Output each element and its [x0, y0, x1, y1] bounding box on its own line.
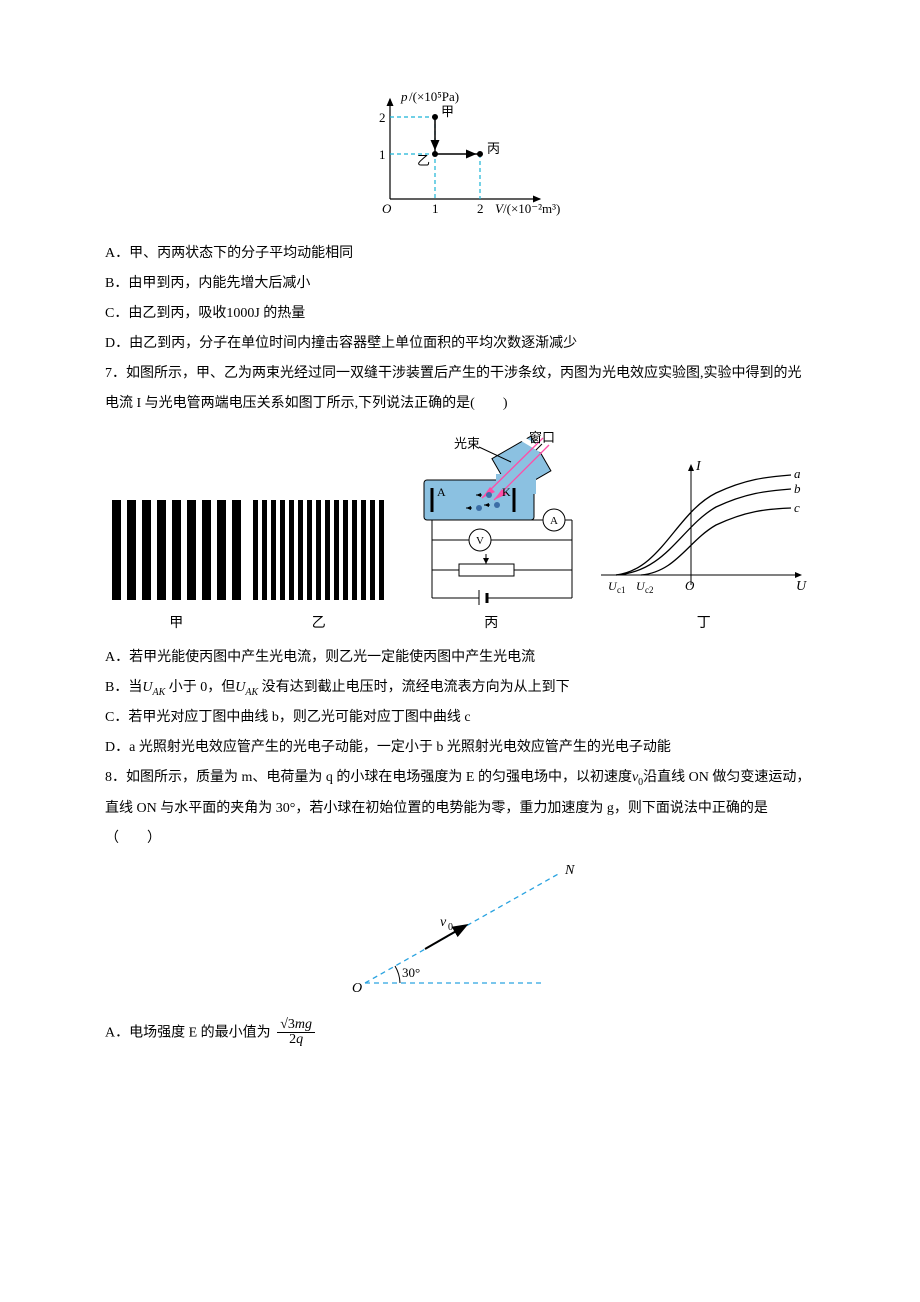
svg-text:V: V — [476, 535, 484, 547]
figure-q8: O N 30° v 0 — [105, 858, 815, 1008]
svg-text:U: U — [796, 579, 807, 594]
q7-option-d: D．a 光照射光电效应管产生的光电子动能，一定小于 b 光照射光电效应管产生的光… — [105, 733, 815, 763]
svg-text:丙: 丙 — [487, 141, 500, 156]
q7-a-text: 若甲光能使丙图中产生光电流，则乙光一定能使丙图中产生光电流 — [129, 650, 535, 665]
q6-option-a: A．甲、丙两状态下的分子平均动能相同 — [105, 239, 815, 269]
svg-text:30°: 30° — [402, 965, 420, 980]
q8-option-a: A．电场强度 E 的最小值为 √3mg 2q — [105, 1018, 815, 1049]
q6-option-c: C．由乙到丙，吸收1000J 的热量 — [105, 299, 815, 329]
figure-circuit-bing: A K 光束 窗口 A V — [394, 430, 589, 639]
q6-d-text: 由乙到丙，分子在单位时间内撞击容器壁上单位面积的平均次数逐渐减少 — [129, 336, 577, 351]
svg-text:v: v — [440, 915, 447, 930]
svg-text:a: a — [794, 466, 801, 481]
svg-text:乙: 乙 — [417, 153, 430, 168]
svg-text:/(×10⁻²m³): /(×10⁻²m³) — [503, 201, 560, 216]
q7-d-text: a 光照射光电效应管产生的光电子动能，一定小于 b 光照射光电效应管产生的光电子… — [129, 740, 671, 755]
svg-text:K: K — [502, 485, 511, 499]
fig-label-bing: 丙 — [484, 609, 498, 639]
svg-text:p: p — [400, 89, 408, 104]
svg-text:2: 2 — [477, 201, 484, 216]
q6-b-text: 由甲到丙，内能先增大后减小 — [128, 276, 310, 291]
svg-text:b: b — [794, 481, 801, 496]
q7-option-b: B．当UAK 小于 0，但UAK 没有达到截止电压时，流经电流表方向为从上到下 — [105, 673, 815, 703]
svg-text:N: N — [564, 863, 575, 878]
svg-text:c2: c2 — [645, 585, 654, 595]
fraction-emin: √3mg 2q — [277, 1018, 315, 1048]
svg-text:/(×10⁵Pa): /(×10⁵Pa) — [409, 89, 459, 104]
svg-text:c1: c1 — [617, 585, 626, 595]
svg-text:O: O — [352, 981, 362, 996]
fig-label-ding: 丁 — [697, 609, 711, 639]
q7-c-text: 若甲光对应丁图中曲线 b，则乙光可能对应丁图中曲线 c — [128, 710, 470, 725]
q7-option-a: A．若甲光能使丙图中产生光电流，则乙光一定能使丙图中产生光电流 — [105, 643, 815, 673]
svg-text:1: 1 — [379, 147, 386, 162]
figure-pv-chart: 1 2 1 2 O p /(×10⁵Pa) V /(×10⁻²m³) 甲 乙 丙 — [105, 89, 815, 229]
fig-label-yi: 乙 — [312, 609, 326, 639]
figure-fringe-jia: 甲 — [109, 495, 244, 639]
svg-text:光束: 光束 — [454, 436, 480, 451]
svg-text:c: c — [794, 500, 800, 515]
svg-text:0: 0 — [448, 922, 453, 933]
q6-a-text: 甲、丙两状态下的分子平均动能相同 — [129, 246, 353, 261]
figure-row-q7: 甲 乙 A K — [105, 430, 815, 639]
svg-text:A: A — [437, 485, 446, 499]
q6-option-d: D．由乙到丙，分子在单位时间内撞击容器壁上单位面积的平均次数逐渐减少 — [105, 329, 815, 359]
svg-text:1: 1 — [432, 201, 439, 216]
svg-text:甲: 甲 — [441, 104, 454, 119]
q6-option-b: B．由甲到丙，内能先增大后减小 — [105, 269, 815, 299]
q8-text: 8．如图所示，质量为 m、电荷量为 q 的小球在电场强度为 E 的匀强电场中，以… — [105, 763, 815, 853]
figure-fringe-yi: 乙 — [251, 495, 386, 639]
q7-text: 7．如图所示，甲、乙为两束光经过同一双缝干涉装置后产生的干涉条纹，丙图为光电效应… — [105, 359, 815, 419]
q6-c-text: 由乙到丙，吸收1000J 的热量 — [128, 306, 305, 321]
figure-iv-ding: I U a b c Uc1 Uc2 O 丁 — [596, 455, 811, 639]
svg-text:2: 2 — [379, 110, 386, 125]
q7-option-c: C．若甲光对应丁图中曲线 b，则乙光可能对应丁图中曲线 c — [105, 703, 815, 733]
svg-text:O: O — [382, 201, 392, 216]
svg-text:A: A — [550, 515, 558, 527]
svg-text:I: I — [695, 459, 702, 474]
svg-text:窗口: 窗口 — [529, 430, 555, 445]
svg-text:O: O — [685, 578, 695, 593]
fig-label-jia: 甲 — [169, 609, 183, 639]
